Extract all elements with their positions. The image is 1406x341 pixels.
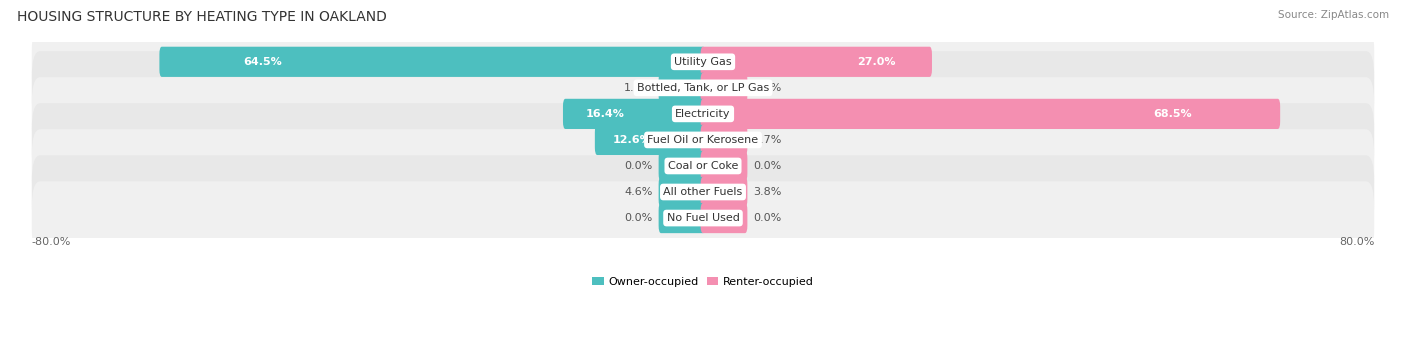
Text: -80.0%: -80.0% <box>32 237 72 247</box>
Text: No Fuel Used: No Fuel Used <box>666 213 740 223</box>
FancyBboxPatch shape <box>32 77 1374 151</box>
Text: 0.0%: 0.0% <box>754 83 782 93</box>
Text: Source: ZipAtlas.com: Source: ZipAtlas.com <box>1278 10 1389 20</box>
Text: 16.4%: 16.4% <box>586 109 624 119</box>
FancyBboxPatch shape <box>658 73 706 103</box>
Text: 0.7%: 0.7% <box>754 135 782 145</box>
Text: Bottled, Tank, or LP Gas: Bottled, Tank, or LP Gas <box>637 83 769 93</box>
FancyBboxPatch shape <box>700 47 932 77</box>
Text: 80.0%: 80.0% <box>1339 237 1374 247</box>
Text: 12.6%: 12.6% <box>613 135 652 145</box>
FancyBboxPatch shape <box>32 181 1374 255</box>
FancyBboxPatch shape <box>32 129 1374 203</box>
FancyBboxPatch shape <box>159 47 706 77</box>
Text: 0.0%: 0.0% <box>624 161 652 171</box>
Text: 0.0%: 0.0% <box>624 213 652 223</box>
Text: 1.9%: 1.9% <box>624 83 652 93</box>
Text: 68.5%: 68.5% <box>1153 109 1191 119</box>
Text: 4.6%: 4.6% <box>624 187 652 197</box>
FancyBboxPatch shape <box>700 177 748 207</box>
FancyBboxPatch shape <box>595 125 706 155</box>
Text: 0.0%: 0.0% <box>754 213 782 223</box>
Text: 64.5%: 64.5% <box>243 57 281 67</box>
Text: 27.0%: 27.0% <box>858 57 896 67</box>
FancyBboxPatch shape <box>658 203 706 233</box>
Text: 0.0%: 0.0% <box>754 161 782 171</box>
FancyBboxPatch shape <box>700 125 748 155</box>
FancyBboxPatch shape <box>32 25 1374 99</box>
Text: Fuel Oil or Kerosene: Fuel Oil or Kerosene <box>647 135 759 145</box>
FancyBboxPatch shape <box>700 203 748 233</box>
Text: 3.8%: 3.8% <box>754 187 782 197</box>
Text: Utility Gas: Utility Gas <box>675 57 731 67</box>
FancyBboxPatch shape <box>32 51 1374 124</box>
FancyBboxPatch shape <box>32 155 1374 229</box>
FancyBboxPatch shape <box>700 151 748 181</box>
FancyBboxPatch shape <box>700 73 748 103</box>
FancyBboxPatch shape <box>562 99 706 129</box>
FancyBboxPatch shape <box>32 103 1374 177</box>
Legend: Owner-occupied, Renter-occupied: Owner-occupied, Renter-occupied <box>592 277 814 287</box>
Text: HOUSING STRUCTURE BY HEATING TYPE IN OAKLAND: HOUSING STRUCTURE BY HEATING TYPE IN OAK… <box>17 10 387 24</box>
Text: Electricity: Electricity <box>675 109 731 119</box>
Text: Coal or Coke: Coal or Coke <box>668 161 738 171</box>
FancyBboxPatch shape <box>658 177 706 207</box>
FancyBboxPatch shape <box>700 99 1281 129</box>
FancyBboxPatch shape <box>658 151 706 181</box>
Text: All other Fuels: All other Fuels <box>664 187 742 197</box>
